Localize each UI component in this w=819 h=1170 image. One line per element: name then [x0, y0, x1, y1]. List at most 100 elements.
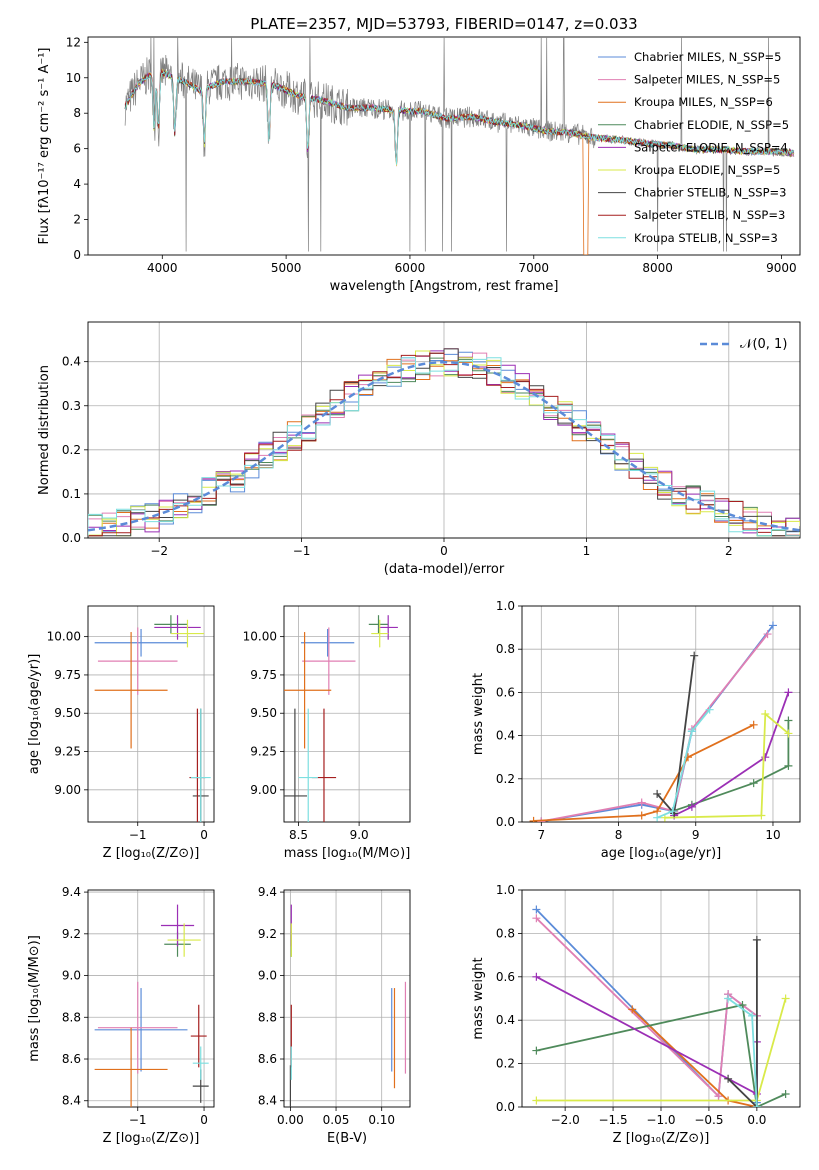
y-tick-label: 8.8	[258, 1010, 277, 1024]
x-tick-label: 9.0	[350, 828, 369, 842]
legend-entry: Salpeter STELIB, N_SSP=3	[634, 208, 785, 222]
y-tick-label: 0.4	[62, 355, 81, 369]
x-axis-label: Z [log₁₀(Z/Z⊙)]	[103, 846, 200, 861]
y-tick-label: 2	[73, 213, 81, 227]
series-point-marker	[748, 1011, 757, 1020]
figure-title: PLATE=2357, MJD=53793, FIBERID=0147, z=0…	[250, 15, 637, 33]
legend-entry: Kroupa ELODIE, N_SSP=5	[634, 163, 780, 177]
x-tick-label: 9000	[766, 261, 797, 275]
y-tick-label: 0.6	[496, 685, 515, 699]
mass-weight-vs-age-panel: 7 8 9 10 0.0 0.2 0.4 0.6 0.8 1.0 age [log₁₀(age/yr…	[471, 599, 801, 861]
x-tick-label: 5000	[271, 261, 302, 275]
y-tick-label: 9.2	[258, 927, 277, 941]
x-tick-label: 7000	[519, 261, 550, 275]
legend-entry: Chabrier STELIB, N_SSP=3	[634, 186, 786, 200]
age-vs-metallicity-panel: −1 0 9.00 9.25 9.50 9.75 10.00 Z [log₁₀(Z/Z⊙)] a…	[27, 605, 215, 861]
y-tick-label: 0.1	[62, 487, 81, 501]
series-point-marker	[757, 811, 766, 820]
y-tick-label: 9.75	[54, 668, 81, 682]
series-point-marker	[653, 813, 662, 822]
y-tick-label: 8.8	[62, 1010, 81, 1024]
x-axis-label: Z [log₁₀(Z/Z⊙)]	[613, 1131, 710, 1146]
x-tick-label: 0.10	[368, 1113, 395, 1127]
x-tick-label: 0.00	[277, 1113, 304, 1127]
residual-histogram	[88, 348, 800, 537]
y-tick-label: 0.0	[496, 815, 515, 829]
y-tick-label: 9.50	[250, 706, 277, 720]
y-tick-label: 9.4	[258, 885, 277, 899]
series-point-marker	[532, 972, 541, 981]
y-tick-label: 0.2	[62, 443, 81, 457]
x-tick-label: −1	[129, 828, 147, 842]
y-tick-label: 8	[73, 106, 81, 120]
series-point-marker	[532, 905, 541, 914]
y-tick-label: 0.4	[496, 1013, 515, 1027]
series-point-marker	[532, 914, 541, 923]
series-point-marker	[781, 994, 790, 1003]
series-point-marker	[532, 1096, 541, 1105]
y-tick-label: 9.25	[250, 745, 277, 759]
legend-entry: Kroupa STELIB, N_SSP=3	[634, 231, 778, 245]
axes-frame	[521, 889, 801, 1108]
y-tick-label: 9.0	[258, 969, 277, 983]
y-tick-label: 0.6	[496, 970, 515, 984]
y-tick-label: 9.00	[250, 783, 277, 797]
y-tick-label: 0	[73, 248, 81, 262]
y-axis-label: mass weight	[471, 957, 486, 1039]
y-tick-label: 9.50	[54, 706, 81, 720]
y-tick-label: 8.6	[62, 1052, 81, 1066]
mass-weight-series	[535, 917, 758, 1099]
y-tick-label: 1.0	[496, 599, 515, 613]
x-axis-label: Z [log₁₀(Z/Z⊙)]	[103, 1131, 200, 1146]
series-point-marker	[752, 1103, 761, 1107]
x-axis-label: mass [log₁₀(M/M⊙)]	[284, 846, 411, 861]
series-point-marker	[637, 798, 646, 807]
series-point-marker	[763, 630, 772, 639]
series-point-marker	[784, 716, 793, 725]
axes-frame	[283, 605, 411, 823]
series-point-marker	[761, 710, 770, 718]
mass-weight-series	[656, 655, 696, 816]
y-tick-label: 0.2	[496, 772, 515, 786]
series-point-marker	[687, 802, 696, 811]
x-axis-label: E(B-V)	[327, 1131, 367, 1146]
model-spectrum-line	[124, 70, 795, 165]
y-tick-label: 9.0	[62, 969, 81, 983]
x-tick-label: 0	[200, 828, 208, 842]
x-tick-label: −2	[150, 544, 168, 558]
series-point-marker	[784, 688, 793, 697]
axes-frame	[87, 605, 215, 823]
x-tick-label: −1.5	[598, 1113, 627, 1127]
series-point-marker	[749, 720, 758, 729]
series-point-marker	[752, 935, 761, 944]
mass-weight-series	[536, 1003, 786, 1107]
axes-frame	[87, 889, 215, 1108]
mass-vs-metallicity-panel: −1 0 8.4 8.6 8.8 9.0 9.2 9.4 Z [log₁₀(Z/Z⊙)] mass…	[27, 885, 215, 1146]
y-tick-label: 0.8	[496, 642, 515, 656]
x-tick-label: 0.05	[323, 1113, 350, 1127]
x-tick-label: 0	[440, 544, 448, 558]
mass-weight-series	[664, 712, 789, 819]
mass-weight-series	[535, 908, 758, 1103]
axes-frame	[283, 889, 411, 1108]
x-tick-label: −1.0	[646, 1113, 675, 1127]
series-point-marker	[784, 761, 793, 770]
residual-histogram	[88, 357, 800, 537]
y-axis-label: Normed distribution	[37, 365, 52, 495]
y-tick-label: 0.8	[496, 926, 515, 940]
mass-weight-series	[673, 692, 790, 817]
y-axis-label: mass [log₁₀(M/M⊙)]	[27, 935, 42, 1062]
mass-weight-series	[727, 939, 758, 1107]
series-point-marker	[637, 811, 646, 820]
y-tick-label: 4	[73, 177, 81, 191]
y-tick-label: 10.00	[47, 630, 81, 644]
x-tick-label: −2.0	[551, 1113, 580, 1127]
series-point-marker	[690, 651, 699, 660]
x-tick-label: 8000	[642, 261, 673, 275]
x-tick-label: 0	[200, 1113, 208, 1127]
x-axis-label: age [log₁₀(age/yr)]	[601, 846, 722, 861]
x-tick-label: −1	[293, 544, 311, 558]
series-point-marker	[738, 1001, 747, 1010]
x-axis-label: (data-model)/error	[384, 562, 505, 577]
